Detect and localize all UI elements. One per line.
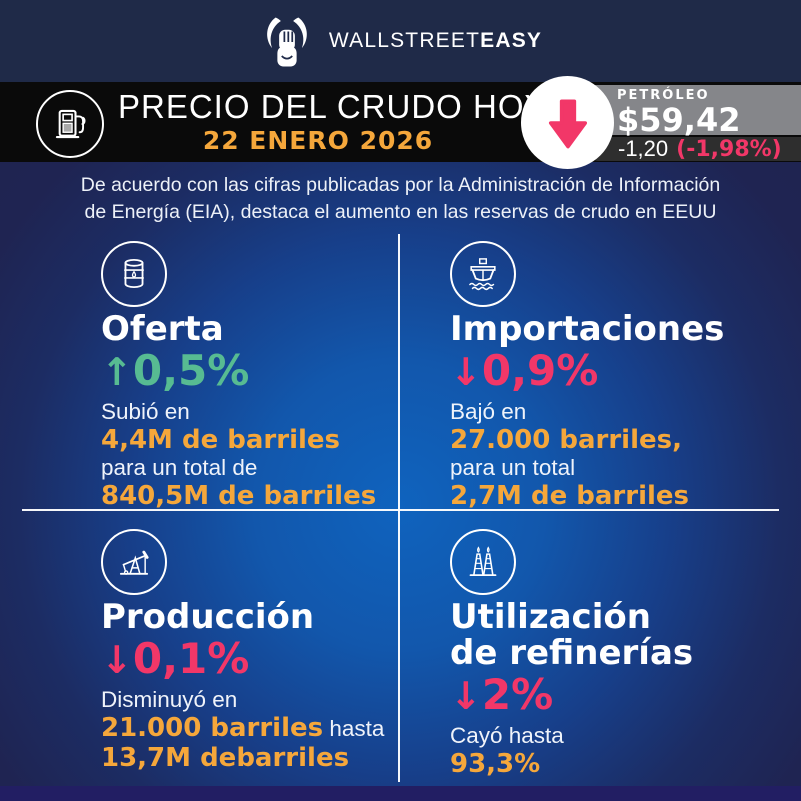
stat-line: Bajó en <box>450 399 790 425</box>
stat-highlight-text: 27.000 barriles, <box>450 425 682 455</box>
stat-highlight-text: 21.000 barriles <box>101 713 324 743</box>
icon-badge <box>101 241 167 307</box>
date-label: 22 ENERO 2026 <box>202 126 434 155</box>
stat-plain-text: para un total de <box>101 455 258 480</box>
stat-percent: ↓0,9% <box>450 346 790 395</box>
intro-line-2: de Energía (EIA), destaca el aumento en … <box>84 201 717 223</box>
stat-highlight-text: 4,4M de barriles <box>101 425 341 455</box>
bull-logo-icon <box>267 17 307 67</box>
up-arrow-icon: ↑ <box>101 350 133 394</box>
stat-lines: Cayó hasta 93,3% <box>450 723 790 779</box>
percent-value: 2% <box>481 670 554 719</box>
brand-wordmark: WALLSTREETEASY <box>328 29 543 52</box>
stat-highlight-text: 2,7M de barriles <box>450 481 690 511</box>
fuel-pump-badge <box>36 90 104 158</box>
stat-percent: ↓2% <box>450 670 790 719</box>
intro-line-1: De acuerdo con las cifras publicadas por… <box>80 174 721 196</box>
stat-title: Importaciones <box>450 311 790 347</box>
stat-lines: Subió en 4,4M de barriles para un total de… <box>101 399 398 511</box>
change-percent: (-1,98%) <box>676 136 782 162</box>
stat-line: 93,3% <box>450 749 790 779</box>
refinery-towers-icon <box>469 546 497 577</box>
stat-title-line: Utilización <box>450 597 651 637</box>
stat-line: para un total <box>450 455 790 481</box>
quadrant-oferta: Oferta ↑0,5% Subió en 4,4M de barriles par… <box>101 241 398 511</box>
quadrant-produccion: Producción ↓0,1% Disminuyó en 21.000 barr… <box>101 529 398 773</box>
price-change-strip: -1,20 (-1,98%) <box>592 136 801 162</box>
stat-title-line: Oferta <box>101 309 224 349</box>
quadrant-utilizacion-refinerias: Utilización de refinerías ↓2% Cayó hasta 9… <box>450 529 790 779</box>
stat-plain-text: Cayó hasta <box>450 723 564 748</box>
intro-text: De acuerdo con las cifras publicadas por… <box>0 172 801 226</box>
change-value: -1,20 <box>618 136 669 161</box>
stat-lines: Disminuyó en 21.000 barriles hasta 13,7M d… <box>101 687 398 773</box>
stat-plain-text: Disminuyó en <box>101 687 238 712</box>
stat-percent: ↓0,1% <box>101 634 398 683</box>
stat-highlight-text: 13,7M debarriles <box>101 743 350 773</box>
stat-highlight-text: 93,3% <box>450 749 541 779</box>
down-arrow-icon <box>548 98 587 148</box>
down-arrow-icon: ↓ <box>450 350 482 394</box>
quadrant-importaciones: Importaciones ↓0,9% Bajó en 27.000 barril… <box>450 241 790 511</box>
stat-line: 2,7M de barriles <box>450 481 790 511</box>
stat-line: 21.000 barriles hasta <box>101 713 398 743</box>
stat-title-line: de refinerías <box>450 633 694 673</box>
stat-title: Utilización de refinerías <box>450 599 790 671</box>
tanker-ship-icon <box>469 258 496 291</box>
trend-badge <box>521 76 614 169</box>
stat-plain-text: Subió en <box>101 399 190 424</box>
percent-value: 0,9% <box>481 346 599 395</box>
stat-title: Producción <box>101 599 398 635</box>
percent-value: 0,1% <box>132 634 250 683</box>
stat-line: 840,5M de barriles <box>101 481 398 511</box>
stat-line: 4,4M de barriles <box>101 425 398 455</box>
horizontal-divider <box>22 509 779 511</box>
headline-block: PRECIO DEL CRUDO HOY 22 ENERO 2026 <box>118 88 548 156</box>
percent-value: 0,5% <box>132 346 250 395</box>
stat-line: Cayó hasta <box>450 723 790 749</box>
icon-badge <box>101 529 167 595</box>
stat-percent: ↑0,5% <box>101 346 398 395</box>
fuel-pump-icon <box>55 109 86 139</box>
stat-plain-text: Bajó en <box>450 399 527 424</box>
stat-line: para un total de <box>101 455 398 481</box>
stat-title: Oferta <box>101 311 398 347</box>
down-arrow-icon: ↓ <box>450 674 482 718</box>
stat-line: 27.000 barriles, <box>450 425 790 455</box>
down-arrow-icon: ↓ <box>101 638 133 682</box>
ticker-label: PETRÓLEO <box>617 88 710 103</box>
stat-line: Disminuyó en <box>101 687 398 713</box>
stat-title-line: Producción <box>101 597 315 637</box>
price-value: $59,42 <box>617 101 741 139</box>
page-title: PRECIO DEL CRUDO HOY <box>118 88 548 125</box>
stat-plain-text: para un total <box>450 455 576 480</box>
bottom-band <box>0 786 801 801</box>
pumpjack-icon <box>119 550 149 575</box>
stat-plain-text: hasta <box>323 716 385 741</box>
stat-highlight-text: 840,5M de barriles <box>101 481 377 511</box>
stat-line: 13,7M debarriles <box>101 743 398 773</box>
oil-barrel-icon <box>124 258 144 289</box>
brand-bar: WALLSTREETEASY <box>0 0 801 82</box>
stat-title-line: Importaciones <box>450 309 725 349</box>
icon-badge <box>450 241 516 307</box>
stat-lines: Bajó en 27.000 barriles, para un total 2,7M… <box>450 399 790 511</box>
icon-badge <box>450 529 516 595</box>
stat-line: Subió en <box>101 399 398 425</box>
vertical-divider <box>398 234 400 782</box>
